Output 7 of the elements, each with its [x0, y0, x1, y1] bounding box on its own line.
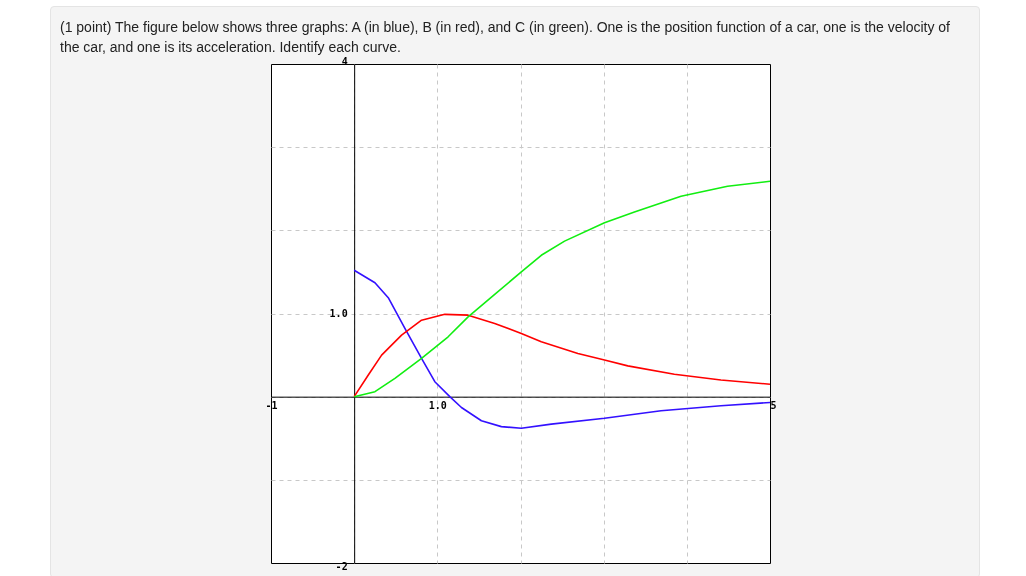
chart-title: (1 point) The figure below shows three graphs: A (in blue), B (in red), and C (in green). One is the position function of a car, one is the velocity of the car, and one is its acceleration. Identify each curve.: [60, 18, 951, 57]
line-series: [353, 180, 771, 398]
line-series: [353, 313, 771, 398]
line-series: [353, 269, 771, 430]
y-tick-label: 1.0: [329, 308, 348, 319]
x-tick-label: 5: [770, 400, 777, 412]
x-tick-label: 1.0: [428, 400, 447, 412]
